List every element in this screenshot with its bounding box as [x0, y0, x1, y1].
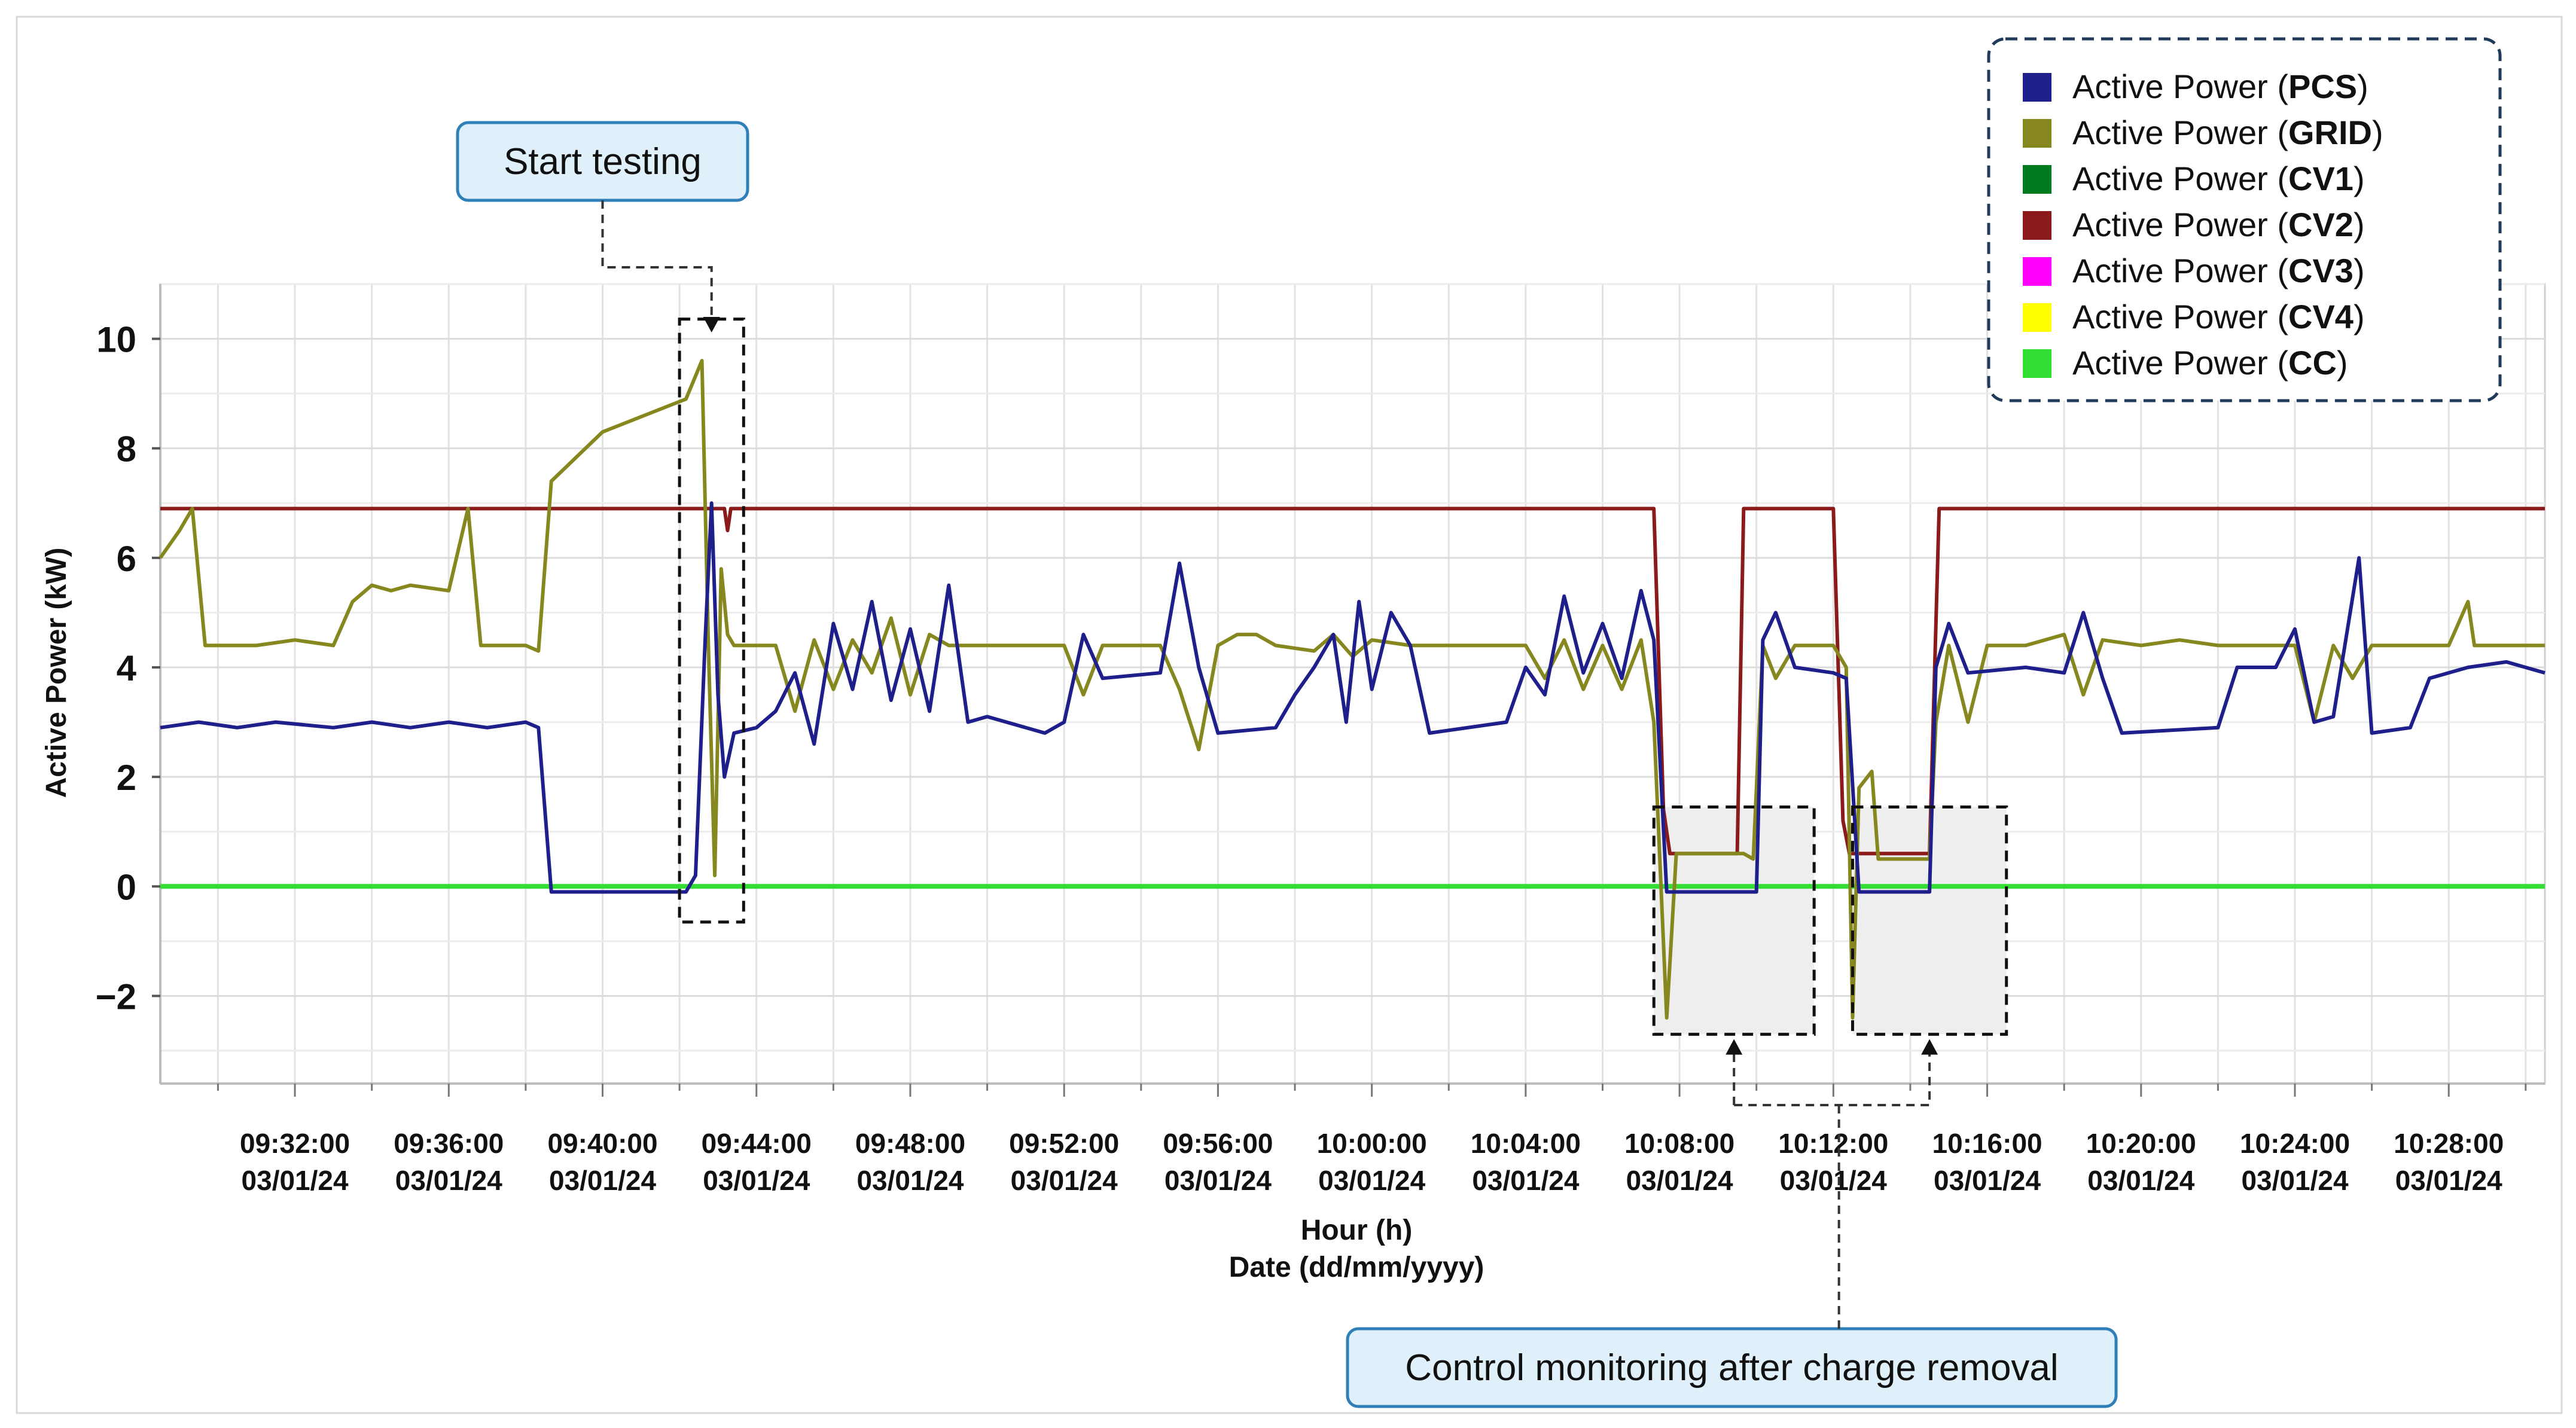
x-tick-label-time: 10:12:00	[1778, 1128, 1888, 1159]
y-tick-label: 2	[117, 758, 136, 798]
charge-removal-highlight-box	[1851, 805, 2008, 1036]
start-testing-callout-text: Start testing	[504, 141, 702, 182]
figure-frame	[16, 16, 2563, 1414]
y-tick-label: 4	[117, 648, 137, 688]
y-tick-label: −2	[96, 977, 136, 1017]
x-tick-label-date: 03/01/24	[1164, 1165, 1272, 1196]
legend-swatch-pcs	[2023, 73, 2051, 102]
legend-swatch-grid	[2023, 119, 2051, 148]
charge-removal-arrowhead	[1921, 1039, 1938, 1055]
x-tick-label-time: 10:04:00	[1471, 1128, 1581, 1159]
grid	[160, 283, 2545, 1084]
x-tick-label-time: 09:48:00	[855, 1128, 965, 1159]
start-testing-highlight-box	[678, 318, 745, 924]
legend-entry-cc: Active Power (CC)	[2072, 344, 2348, 382]
x-tick-label-date: 03/01/24	[1626, 1165, 1733, 1196]
x-tick-label-time: 10:00:00	[1317, 1128, 1427, 1159]
x-tick-label-time: 10:08:00	[1624, 1128, 1734, 1159]
start-testing-connector	[601, 200, 713, 323]
y-tick-label: 6	[117, 539, 136, 579]
charge-removal-callout-text: Control monitoring after charge removal	[1405, 1347, 2058, 1389]
x-tick-label-date: 03/01/24	[1472, 1165, 1579, 1196]
x-tick-label-time: 09:36:00	[394, 1128, 504, 1159]
legend-entry-pcs: Active Power (PCS)	[2072, 68, 2368, 105]
series-line-grid	[158, 359, 2545, 1020]
x-axis-title-date: Date (dd/mm/yyyy)	[1229, 1252, 1484, 1283]
y-tick-label: 0	[117, 867, 136, 907]
charge-removal-arrowhead	[1726, 1039, 1743, 1055]
x-tick-label-time: 10:28:00	[2394, 1128, 2504, 1159]
x-tick-label-time: 10:24:00	[2240, 1128, 2350, 1159]
x-tick-label-time: 09:44:00	[702, 1128, 812, 1159]
legend-swatch-cv1	[2023, 165, 2051, 194]
x-tick-label-time: 09:52:00	[1009, 1128, 1119, 1159]
x-tick-label-date: 03/01/24	[2241, 1165, 2348, 1196]
x-tick-label-date: 03/01/24	[1780, 1165, 1887, 1196]
x-tick-label-time: 10:16:00	[1932, 1128, 2042, 1159]
legend-entry-cv3: Active Power (CV3)	[2072, 252, 2365, 289]
x-tick-label-time: 09:56:00	[1163, 1128, 1273, 1159]
legend-entry-cv1: Active Power (CV1)	[2072, 160, 2365, 197]
legend-box	[1987, 37, 2502, 402]
series-line-pcs	[160, 501, 2545, 894]
x-axis-title-hour: Hour (h)	[1301, 1215, 1413, 1246]
plot-area	[159, 283, 2546, 1085]
y-tick-label: 10	[96, 320, 136, 360]
y-axis-title: Active Power (kW)	[41, 548, 72, 798]
x-tick-label-date: 03/01/24	[1011, 1165, 1118, 1196]
x-tick-label-date: 03/01/24	[703, 1165, 810, 1196]
legend-swatch-cc	[2023, 349, 2051, 378]
y-tick-label: 8	[117, 429, 136, 469]
legend-swatch-cv2	[2023, 211, 2051, 240]
x-tick-label-date: 03/01/24	[1934, 1165, 2041, 1196]
legend-swatch-cv3	[2023, 257, 2051, 286]
x-tick-label-time: 09:32:00	[240, 1128, 350, 1159]
x-tick-label-date: 03/01/24	[2395, 1165, 2502, 1196]
x-tick-label-date: 03/01/24	[1318, 1165, 1425, 1196]
charge-removal-connector	[1733, 1052, 1931, 1329]
legend-entry-grid: Active Power (GRID)	[2072, 114, 2383, 151]
x-tick-label-date: 03/01/24	[242, 1165, 349, 1196]
charge-removal-highlight-box	[1652, 805, 1816, 1036]
legend-swatch-cv4	[2023, 303, 2051, 332]
start-testing-arrowhead	[703, 317, 720, 332]
legend-entry-cv4: Active Power (CV4)	[2072, 298, 2365, 335]
legend-entry-cv2: Active Power (CV2)	[2072, 206, 2365, 243]
x-tick-label-date: 03/01/24	[856, 1165, 964, 1196]
charge-removal-callout	[1346, 1327, 2118, 1408]
x-tick-label-date: 03/01/24	[549, 1165, 656, 1196]
x-tick-label-time: 09:40:00	[547, 1128, 657, 1159]
x-tick-label-time: 10:20:00	[2086, 1128, 2196, 1159]
x-tick-label-date: 03/01/24	[395, 1165, 502, 1196]
highlight-region-fill	[1654, 807, 1815, 1035]
x-tick-label-date: 03/01/24	[2087, 1165, 2194, 1196]
